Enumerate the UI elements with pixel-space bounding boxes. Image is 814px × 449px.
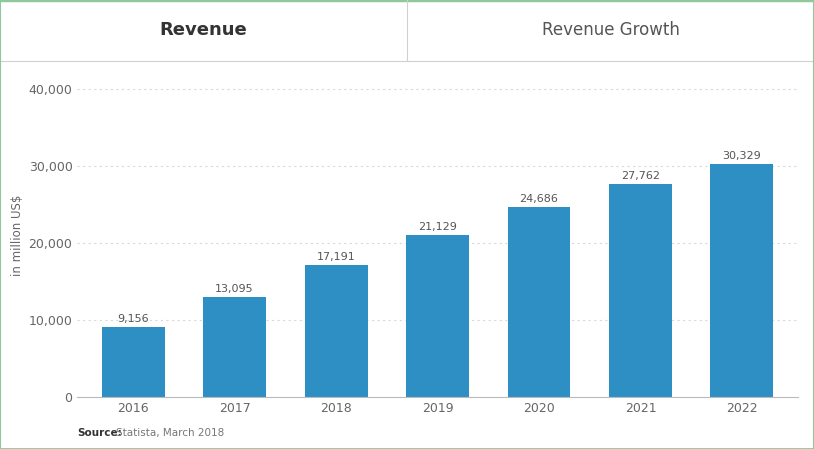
Bar <box>304 265 367 397</box>
Bar <box>102 327 164 397</box>
Text: Statista, March 2018: Statista, March 2018 <box>116 428 225 438</box>
Text: 27,762: 27,762 <box>621 171 660 181</box>
Text: 21,129: 21,129 <box>418 222 457 232</box>
Y-axis label: in million US$: in million US$ <box>11 195 24 277</box>
Bar <box>204 297 266 397</box>
Text: Revenue Growth: Revenue Growth <box>541 21 680 40</box>
Text: 30,329: 30,329 <box>723 151 761 161</box>
Text: 24,686: 24,686 <box>519 194 558 204</box>
Text: Source:: Source: <box>77 428 122 438</box>
Bar <box>406 235 469 397</box>
Bar <box>711 164 773 397</box>
Text: 17,191: 17,191 <box>317 252 356 262</box>
Bar <box>609 184 672 397</box>
Text: Revenue: Revenue <box>160 21 247 40</box>
Text: Info: Info <box>759 424 792 440</box>
Text: 9,156: 9,156 <box>117 314 149 324</box>
Text: 13,095: 13,095 <box>215 284 254 294</box>
Bar <box>508 207 571 397</box>
